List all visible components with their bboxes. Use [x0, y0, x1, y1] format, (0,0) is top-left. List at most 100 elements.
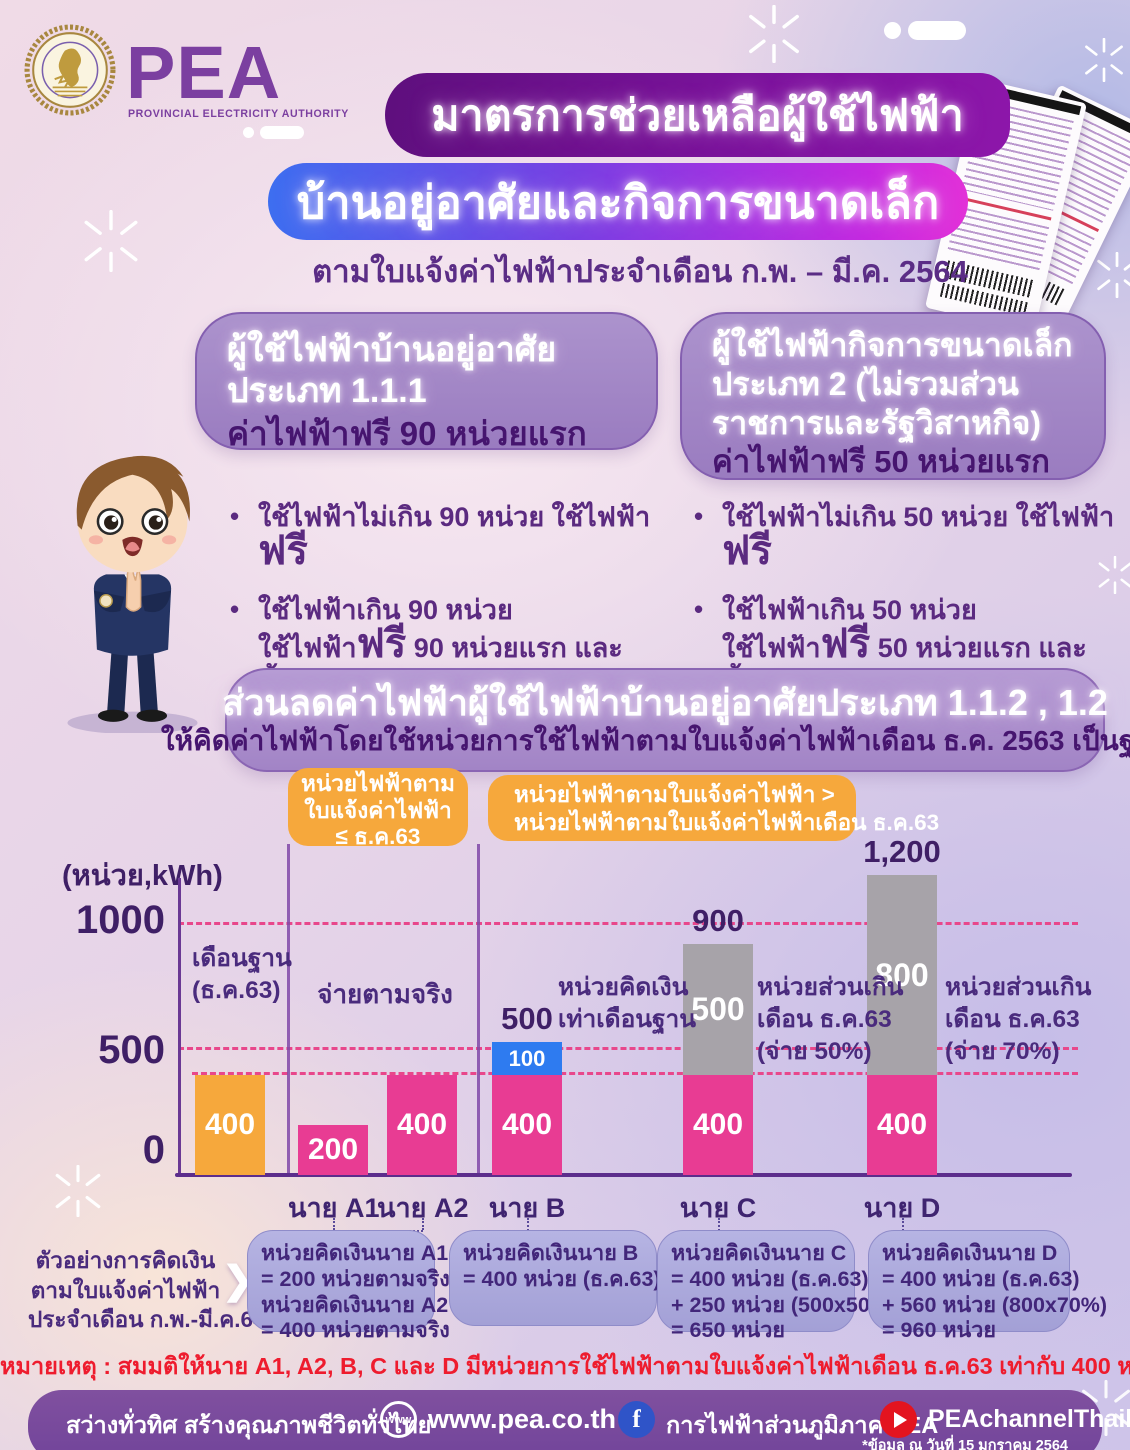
- bar-chart: เดือนฐาน (ธ.ค.63) จ่ายตามจริง 400 200 40…: [0, 836, 1130, 1177]
- brand-subtitle: PROVINCIAL ELECTRICITY AUTHORITY: [128, 108, 349, 120]
- free-word: ฟรี: [722, 529, 772, 574]
- subtitle-banner: บ้านอยู่อาศัยและกิจการขนาดเล็ก: [268, 163, 968, 240]
- dot-dash-decoration: [908, 21, 966, 40]
- facebook-icon: f: [618, 1401, 655, 1438]
- brand-wordmark: PEA: [126, 31, 282, 114]
- bar-base-month: 400: [195, 1075, 265, 1175]
- business-highlight: ค่าไฟฟ้าฟรี 50 หน่วยแรก: [712, 444, 1050, 480]
- ytick-0: 0: [142, 1128, 165, 1172]
- footer-website-link[interactable]: www.pea.co.th: [428, 1404, 617, 1434]
- bar-value: 800: [875, 956, 929, 993]
- legend-text: ≤ ธ.ค.63: [335, 824, 421, 850]
- business-title-line1: ผู้ใช้ไฟฟ้ากิจการขนาดเล็ก: [712, 327, 1073, 363]
- legend-base-month: หน่วยไฟฟ้าตาม ใบแจ้งค่าไฟฟ้า ≤ ธ.ค.63: [288, 768, 468, 849]
- small-business-type-box: ผู้ใช้ไฟฟ้ากิจการขนาดเล็ก ประเภท 2 (ไม่ร…: [680, 312, 1106, 480]
- bullet-text: ใช้ไฟฟ้า: [258, 633, 357, 664]
- section-label-actual: จ่ายตามจริง: [317, 979, 453, 1009]
- annotation-c: หน่วยส่วนเกิน เดือน ธ.ค.63 (จ่าย 50%): [757, 974, 904, 1065]
- section-label-base: เดือนฐาน (ธ.ค.63): [192, 945, 292, 1004]
- free-word: ฟรี: [258, 529, 308, 574]
- y-axis: [178, 878, 181, 1175]
- xlabel-d: นาย D: [863, 1193, 941, 1223]
- discount-line2: ให้คิดค่าไฟฟ้าโดยใช้หน่วยการใช้ไฟฟ้าตามใ…: [160, 725, 1130, 757]
- business-title-line3: ราชการและรัฐวิสาหกิจ): [712, 405, 1042, 442]
- residential-title-line1: ผู้ใช้ไฟฟ้าบ้านอยู่อาศัย: [227, 331, 557, 369]
- xlabel-c: นาย C: [679, 1193, 757, 1223]
- subtitle-text: บ้านอยู่อาศัยและกิจการขนาดเล็ก: [296, 176, 940, 228]
- annotation-b: หน่วยคิดเงิน เท่าเดือนฐาน: [558, 974, 697, 1033]
- globe-icon: www: [380, 1401, 417, 1438]
- sparkle-icon: [55, 1165, 101, 1217]
- example-intro: ตัวอย่างการคิดเงิน ตามใบแจ้งค่าไฟฟ้า ประ…: [28, 1248, 266, 1333]
- sparkle-icon: [84, 210, 138, 272]
- footer-bar: สว่างทั่วทิศ สร้างคุณภาพชีวิตทั่วไทย www…: [28, 1390, 1130, 1450]
- bar-c-total: 900: [692, 903, 744, 938]
- play-icon: [894, 1411, 907, 1428]
- bar-c: 500 400: [683, 944, 753, 1175]
- facebook-letter: f: [632, 1405, 641, 1433]
- free-word: ฟรี: [820, 622, 871, 667]
- bar-a2: 400: [387, 1075, 457, 1175]
- bullet-text: ใช้ไฟฟ้าไม่เกิน 50 หน่วย ใช้ไฟฟ้า: [722, 502, 1115, 532]
- business-bullet-1: ใช้ไฟฟ้าไม่เกิน 50 หน่วย ใช้ไฟฟ้าฟรี: [692, 500, 1122, 573]
- chart-divider: [477, 844, 480, 1175]
- billing-period: ตามใบแจ้งค่าไฟฟ้าประจำเดือน ก.พ. – มี.ค.…: [312, 254, 968, 289]
- bar-value: 400: [692, 1108, 744, 1141]
- bar-a1: 200: [298, 1125, 368, 1175]
- bullet-text: ใช้ไฟฟ้าไม่เกิน 90 หน่วย ใช้ไฟฟ้า: [258, 502, 651, 532]
- residential-highlight: ค่าไฟฟ้าฟรี 90 หน่วยแรก: [227, 414, 587, 452]
- pea-mascot-character: [67, 455, 198, 733]
- data-as-of-note: *ข้อมูล ณ วันที่ 15 มกราคม 2564: [862, 1438, 1068, 1450]
- discount-line1: ส่วนลดค่าไฟฟ้าผู้ใช้ไฟฟ้าบ้านอยู่อาศัยปร…: [222, 681, 1108, 723]
- example-box-a: หน่วยคิดเงินนาย A1 = 200 หน่วยตามจริง หน…: [247, 1230, 450, 1342]
- bar-value: 400: [396, 1108, 448, 1141]
- xlabel-b: นาย B: [488, 1193, 566, 1223]
- chart-divider: [287, 844, 290, 1175]
- residential-bullet-1: ใช้ไฟฟ้าไม่เกิน 90 หน่วย ใช้ไฟฟ้าฟรี: [228, 500, 683, 573]
- legend-exceed-month: หน่วยไฟฟ้าตามใบแจ้งค่าไฟฟ้า > หน่วยไฟฟ้า…: [488, 775, 940, 841]
- main-title: มาตรการช่วยเหลือผู้ใช้ไฟฟ้า: [431, 92, 964, 140]
- bar-value: 500: [691, 991, 745, 1027]
- annotation-d: หน่วยส่วนเกิน เดือน ธ.ค.63 (จ่าย 70%): [945, 974, 1092, 1065]
- sparkle-icon: [749, 5, 799, 63]
- gridline-400: [192, 1072, 1078, 1075]
- bullet-text: ใช้ไฟฟ้าเกิน 90 หน่วย: [258, 595, 513, 626]
- gridline-1000: [178, 922, 1078, 925]
- ytick-1000: 1000: [76, 898, 165, 942]
- bar-value: 400: [204, 1108, 256, 1141]
- business-title-line2: ประเภท 2 (ไม่รวมส่วน: [712, 366, 1019, 403]
- connector: [333, 1218, 335, 1230]
- footer-slogan: สว่างทั่วทิศ สร้างคุณภาพชีวิตทั่วไทย: [66, 1412, 432, 1438]
- bullet-text: ใช้ไฟฟ้า: [722, 633, 821, 664]
- sparkle-icon: [1097, 252, 1130, 298]
- legend-text: ใบแจ้งค่าไฟฟ้า: [304, 797, 452, 823]
- residential-type-box: ผู้ใช้ไฟฟ้าบ้านอยู่อาศัย ประเภท 1.1.1 ค่…: [195, 312, 658, 452]
- pea-emblem-logo: [24, 24, 116, 116]
- free-word: ฟรี: [356, 622, 407, 667]
- sparkle-icon: [1085, 38, 1123, 82]
- globe-text: www: [385, 1413, 412, 1426]
- bar-b-total: 500: [501, 1001, 553, 1036]
- dot-dash-decoration: [243, 127, 254, 138]
- footer-youtube-link[interactable]: PEAchannelThailand: [928, 1405, 1130, 1433]
- legend-text: หน่วยไฟฟ้าตามใบแจ้งค่าไฟฟ้า >: [514, 782, 835, 807]
- dot-dash-decoration: [884, 22, 901, 39]
- bar-value: 400: [501, 1108, 553, 1141]
- footnote: หมายเหตุ : สมมติให้นาย A1, A2, B, C และ …: [0, 1353, 1130, 1379]
- ytick-500: 500: [98, 1028, 165, 1072]
- legend-text: หน่วยไฟฟ้าตาม: [301, 771, 455, 796]
- example-box-b: หน่วยคิดเงินนาย B = 400 หน่วย (ธ.ค.63): [449, 1230, 661, 1326]
- residential-title-line2: ประเภท 1.1.1: [227, 372, 427, 411]
- bar-b: 100 400: [492, 1042, 562, 1175]
- chart-unit-label: (หน่วย,kWh): [62, 860, 223, 892]
- main-title-banner: มาตรการช่วยเหลือผู้ใช้ไฟฟ้า: [385, 73, 1010, 157]
- x-axis: [175, 1173, 1072, 1177]
- gridline-500: [178, 1047, 1078, 1050]
- example-box-d: หน่วยคิดเงินนาย D = 400 หน่วย (ธ.ค.63) +…: [868, 1230, 1107, 1342]
- bullet-text: ใช้ไฟฟ้าเกิน 50 หน่วย: [722, 595, 977, 626]
- legend-text: หน่วยไฟฟ้าตามใบแจ้งค่าไฟฟ้าเดือน ธ.ค.63: [514, 810, 940, 836]
- bar-d-total: 1,200: [863, 834, 941, 869]
- connector: [422, 1218, 424, 1230]
- bar-value: 200: [307, 1133, 359, 1166]
